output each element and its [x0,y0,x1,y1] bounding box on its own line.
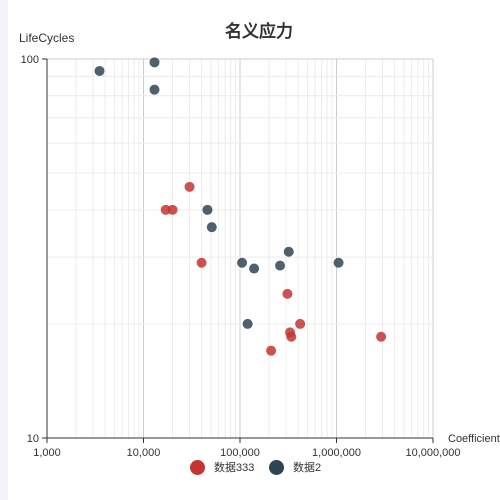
y-tick-label: 100 [21,54,39,66]
data-point-series-2 [275,260,286,271]
axes [42,58,434,443]
tick-labels: 1,000 10,000 100,000 1,000,000 10,000,000 10 1… [21,54,461,459]
x-tick-label: 1,000,000 [312,447,361,459]
data-point-series-1 [295,318,306,329]
left-edge-strip [0,0,8,500]
data-point-series-2 [237,257,248,268]
data-point-series-1 [167,204,178,215]
grid-lines [46,58,434,439]
data-point-series-2 [94,65,105,76]
x-tick-label: 10,000,000 [405,447,460,459]
legend-label-series-1: 数据333 [214,462,255,474]
x-tick-label: 1,000 [33,447,61,459]
chart-title: 名义应力 [225,22,293,41]
data-point-series-1 [266,345,277,356]
data-point-series-1 [286,331,297,342]
data-point-series-2 [149,57,160,68]
data-point-series-2 [249,263,260,274]
legend-marker-series-2 [269,459,284,475]
legend-label-series-2: 数据2 [293,462,322,474]
data-point-series-1 [184,181,195,192]
y-axis-label: LifeCycles [19,31,75,45]
data-point-series-1 [376,331,387,342]
x-tick-label: 10,000 [127,447,161,459]
data-point-series-2 [149,84,160,95]
data-points [94,57,387,356]
data-point-series-2 [206,222,217,233]
data-point-series-2 [202,204,213,215]
data-point-series-1 [282,288,293,299]
legend-item-series-1[interactable]: 数据333 [190,457,254,477]
data-point-series-2 [333,257,344,268]
data-point-series-1 [196,257,207,268]
legend: 数据333 数据2 [0,457,500,477]
y-tick-label: 10 [27,433,39,445]
x-axis-label: Coefficient [448,433,500,445]
data-point-series-2 [283,246,294,257]
data-point-series-2 [242,318,253,329]
x-tick-label: 100,000 [220,447,260,459]
legend-marker-series-1 [190,459,205,475]
legend-item-series-2[interactable]: 数据2 [269,457,321,477]
